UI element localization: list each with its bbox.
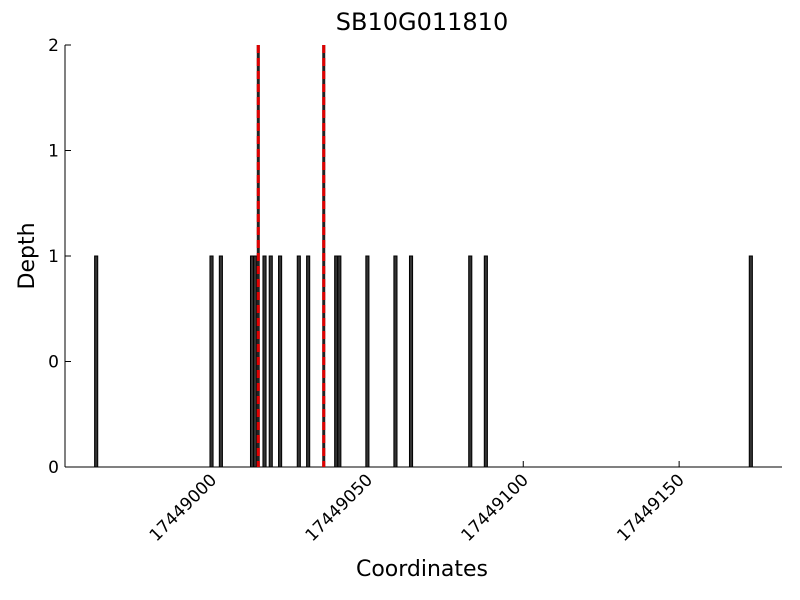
x-tick-label: 17449100 xyxy=(457,470,532,545)
bar xyxy=(393,255,398,468)
bar xyxy=(468,255,473,468)
y-tick-label: 0 xyxy=(48,458,59,478)
x-tick-label: 17449150 xyxy=(613,470,688,545)
bar xyxy=(337,255,342,468)
y-tick-label: 2 xyxy=(48,36,59,56)
y-axis-label: Depth xyxy=(15,222,40,289)
bar xyxy=(306,255,311,468)
bar xyxy=(94,255,99,468)
bar xyxy=(483,255,488,468)
bar xyxy=(262,255,267,468)
x-tick-label: 17449000 xyxy=(146,470,221,545)
y-tick-label: 1 xyxy=(48,247,59,267)
bar xyxy=(748,255,753,468)
chart-title: SB10G011810 xyxy=(336,8,508,36)
bar xyxy=(408,255,414,468)
bar xyxy=(365,255,370,468)
y-tick-label: 0 xyxy=(48,353,59,373)
bar xyxy=(296,255,301,468)
x-axis-label: Coordinates xyxy=(356,557,488,582)
bar xyxy=(253,255,258,468)
bar xyxy=(209,255,214,468)
x-tick-label: 17449050 xyxy=(302,470,377,545)
bar xyxy=(278,255,283,468)
bar xyxy=(218,255,223,468)
y-tick-label: 1 xyxy=(48,142,59,162)
bar xyxy=(268,255,273,468)
